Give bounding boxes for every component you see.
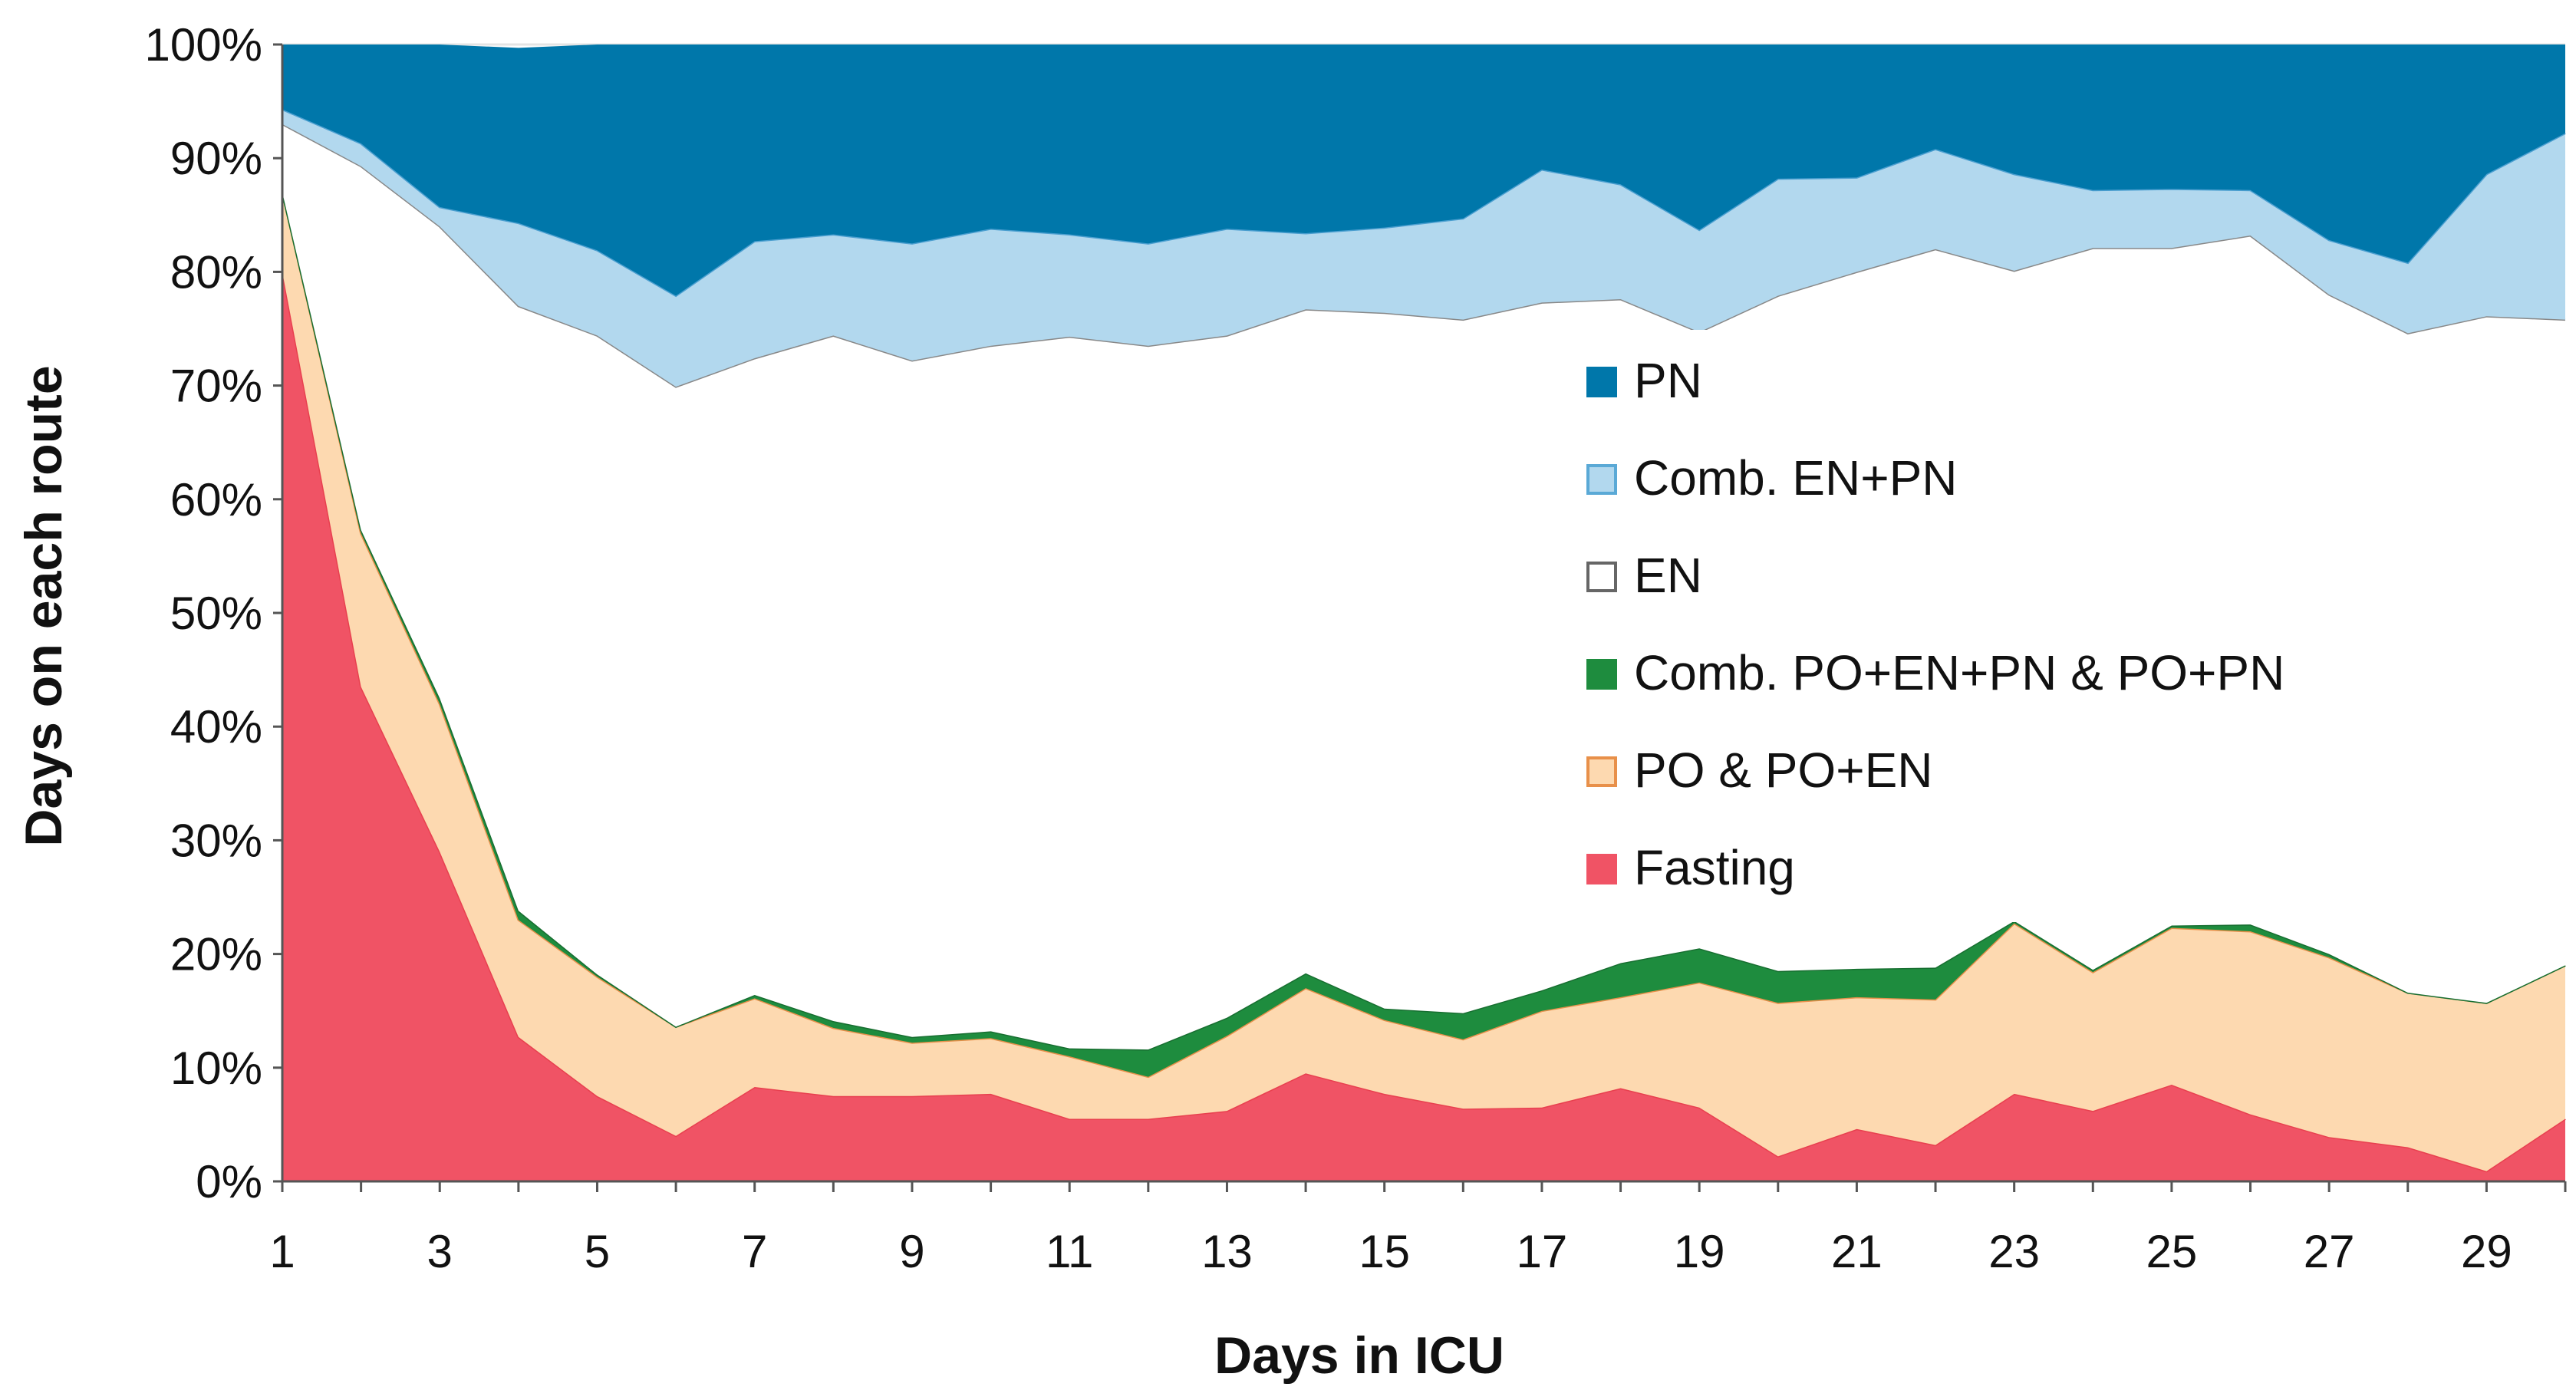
x-tick-label: 19 [1674, 1226, 1725, 1277]
legend-background [1573, 330, 2378, 922]
y-tick-label: 100% [145, 19, 262, 71]
legend-swatch [1586, 854, 1617, 884]
legend-label: EN [1634, 548, 1702, 603]
x-tick-label: 21 [1831, 1226, 1883, 1277]
x-tick-label: 29 [2461, 1226, 2512, 1277]
x-tick-label: 27 [2304, 1226, 2355, 1277]
legend-label: Comb. EN+PN [1634, 450, 1957, 506]
y-tick-label: 70% [170, 361, 262, 412]
y-tick-label: 50% [170, 588, 262, 639]
legend-label: Fasting [1634, 840, 1795, 895]
x-tick-label: 15 [1359, 1226, 1410, 1277]
y-tick-label: 90% [170, 133, 262, 184]
y-tick-label: 0% [196, 1156, 262, 1207]
axes: 0%10%20%30%40%50%60%70%80%90%100%1 3 5 7 9 11… [145, 19, 2567, 1277]
x-tick-label: 3 [427, 1226, 453, 1277]
x-tick-label: 7 [742, 1226, 767, 1277]
y-axis-title: Days on each route [15, 365, 73, 846]
area-series-pn [282, 44, 2565, 296]
y-tick-label: 80% [170, 246, 262, 298]
x-tick-label: 25 [2146, 1226, 2198, 1277]
legend-label: PN [1634, 353, 1702, 408]
legend-swatch [1586, 659, 1617, 690]
legend-label: PO & PO+EN [1634, 743, 1932, 798]
legend-swatch [1586, 464, 1617, 495]
y-tick-label: 60% [170, 474, 262, 525]
legend-label: Comb. PO+EN+PN & PO+PN [1634, 645, 2284, 700]
legend-swatch [1586, 367, 1617, 397]
legend-swatch [1586, 756, 1617, 787]
area-series-po-po-en [282, 192, 2565, 1171]
y-tick-label: 40% [170, 701, 262, 753]
x-tick-label: 13 [1201, 1226, 1253, 1277]
x-tick-label: 1 [269, 1226, 295, 1277]
y-tick-label: 10% [170, 1043, 262, 1094]
x-tick-label: 23 [1988, 1226, 2040, 1277]
legend-swatch [1586, 562, 1617, 592]
area-series-fasting [282, 272, 2565, 1181]
x-tick-label: 9 [899, 1226, 924, 1277]
x-tick-label: 11 [1046, 1226, 1093, 1277]
x-axis-title: Days in ICU [1214, 1326, 1504, 1385]
y-tick-label: 20% [170, 929, 262, 980]
area-series-comb-en-pn [282, 109, 2565, 387]
x-tick-label: 17 [1517, 1226, 1568, 1277]
y-tick-label: 30% [170, 815, 262, 866]
legend: PN Comb. EN+PN EN Comb. PO+EN+PN & PO+PN PO … [1573, 330, 2378, 922]
x-tick-label: 5 [585, 1226, 610, 1277]
